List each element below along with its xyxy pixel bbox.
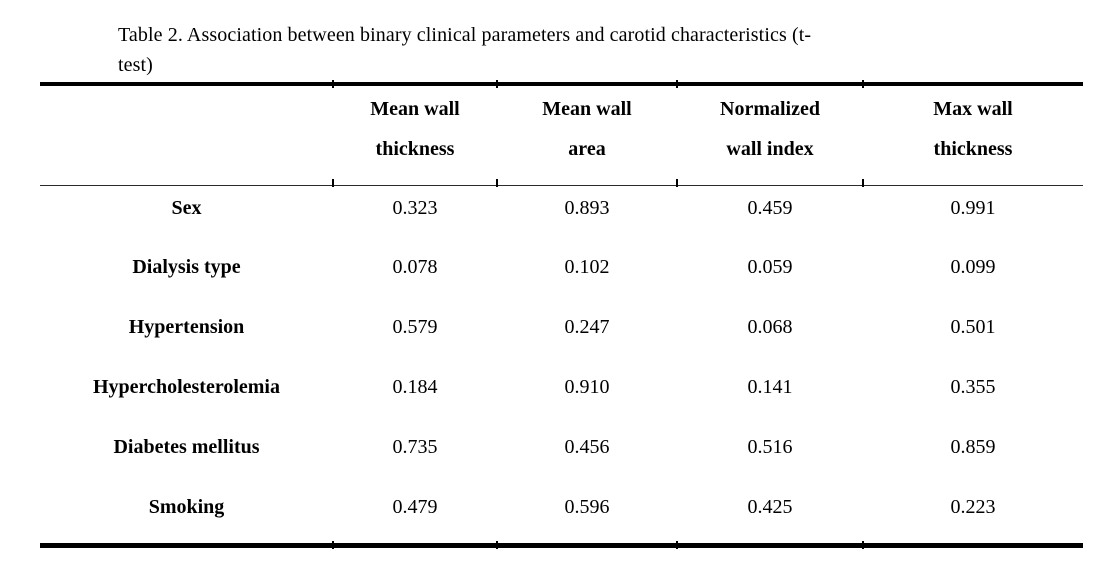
junction-tick xyxy=(862,179,864,187)
cell-value: 0.141 xyxy=(747,376,793,398)
column-header-mean-wall-thickness: Mean wall thickness xyxy=(333,82,497,186)
cell-value: 0.991 xyxy=(950,196,996,219)
junction-tick xyxy=(332,80,334,88)
table-row: Diabetes mellitus 0.735 0.456 0.516 0.85… xyxy=(40,425,1083,485)
cell-value: 0.099 xyxy=(950,256,996,278)
table-caption: Table 2. Association between binary clin… xyxy=(118,20,1038,80)
table-row: Hypercholesterolemia 0.184 0.910 0.141 0… xyxy=(40,365,1083,425)
junction-tick xyxy=(862,80,864,88)
row-label: Sex xyxy=(171,196,202,219)
cell-value: 0.355 xyxy=(950,376,996,398)
table-wrapper: Mean wall thickness Mean wall area Norma… xyxy=(40,80,1083,549)
cell-value: 0.323 xyxy=(392,196,438,219)
column-header-mean-wall-area: Mean wall area xyxy=(497,82,677,186)
cell-value: 0.579 xyxy=(392,316,438,338)
cell-value: 0.102 xyxy=(564,256,610,278)
cell-value: 0.456 xyxy=(564,436,610,458)
cell-value: 0.078 xyxy=(392,256,438,278)
cell-value: 0.068 xyxy=(747,316,793,338)
column-header-max-wall-thickness: Max wall thickness xyxy=(863,82,1083,186)
table-row: Smoking 0.479 0.596 0.425 0.223 xyxy=(40,485,1083,548)
header-line: area xyxy=(568,138,606,160)
cell-value: 0.516 xyxy=(747,436,793,458)
cell-value: 0.059 xyxy=(747,256,793,278)
cell-value: 0.859 xyxy=(950,436,996,458)
header-line: Mean wall xyxy=(370,98,460,120)
table-caption-line2: test) xyxy=(118,54,153,76)
row-label: Diabetes mellitus xyxy=(113,436,260,458)
junction-tick xyxy=(496,80,498,88)
header-line: thickness xyxy=(933,138,1013,160)
header-line: Max wall xyxy=(933,98,1013,120)
header-line: Normalized xyxy=(720,98,820,120)
header-row: Mean wall thickness Mean wall area Norma… xyxy=(40,82,1083,186)
cell-value: 0.223 xyxy=(863,485,1083,548)
junction-tick xyxy=(676,80,678,88)
cell-value: 0.501 xyxy=(950,316,996,338)
table-row: Hypertension 0.579 0.247 0.068 0.501 xyxy=(40,305,1083,365)
cell-value: 0.459 xyxy=(747,196,793,219)
cell-value: 0.735 xyxy=(392,436,438,458)
row-label: Hypertension xyxy=(128,316,245,338)
row-label: Smoking xyxy=(40,485,333,548)
column-header-empty xyxy=(40,82,333,186)
junction-tick xyxy=(496,179,498,187)
header-line: Mean wall xyxy=(542,98,632,120)
header-line: wall index xyxy=(726,138,814,160)
association-table: Mean wall thickness Mean wall area Norma… xyxy=(40,82,1083,548)
column-header-normalized-wall-index: Normalized wall index xyxy=(677,82,863,186)
junction-tick xyxy=(496,541,498,549)
junction-tick xyxy=(862,541,864,549)
junction-tick xyxy=(332,541,334,549)
cell-value: 0.184 xyxy=(392,376,438,398)
cell-value: 0.910 xyxy=(564,376,610,398)
cell-value: 0.893 xyxy=(564,196,610,219)
row-label: Hypercholesterolemia xyxy=(93,376,280,398)
cell-value: 0.247 xyxy=(564,316,610,338)
table-caption-line1: Table 2. Association between binary clin… xyxy=(118,24,812,46)
junction-tick xyxy=(332,179,334,187)
cell-value: 0.596 xyxy=(497,485,677,548)
junction-tick xyxy=(676,541,678,549)
junction-tick xyxy=(676,179,678,187)
cell-value: 0.425 xyxy=(677,485,863,548)
table-row: Dialysis type 0.078 0.102 0.059 0.099 xyxy=(40,245,1083,305)
table-row: Sex 0.323 0.893 0.459 0.991 xyxy=(40,185,1083,245)
cell-value: 0.479 xyxy=(333,485,497,548)
header-line: thickness xyxy=(375,138,455,160)
row-label: Dialysis type xyxy=(132,256,241,278)
